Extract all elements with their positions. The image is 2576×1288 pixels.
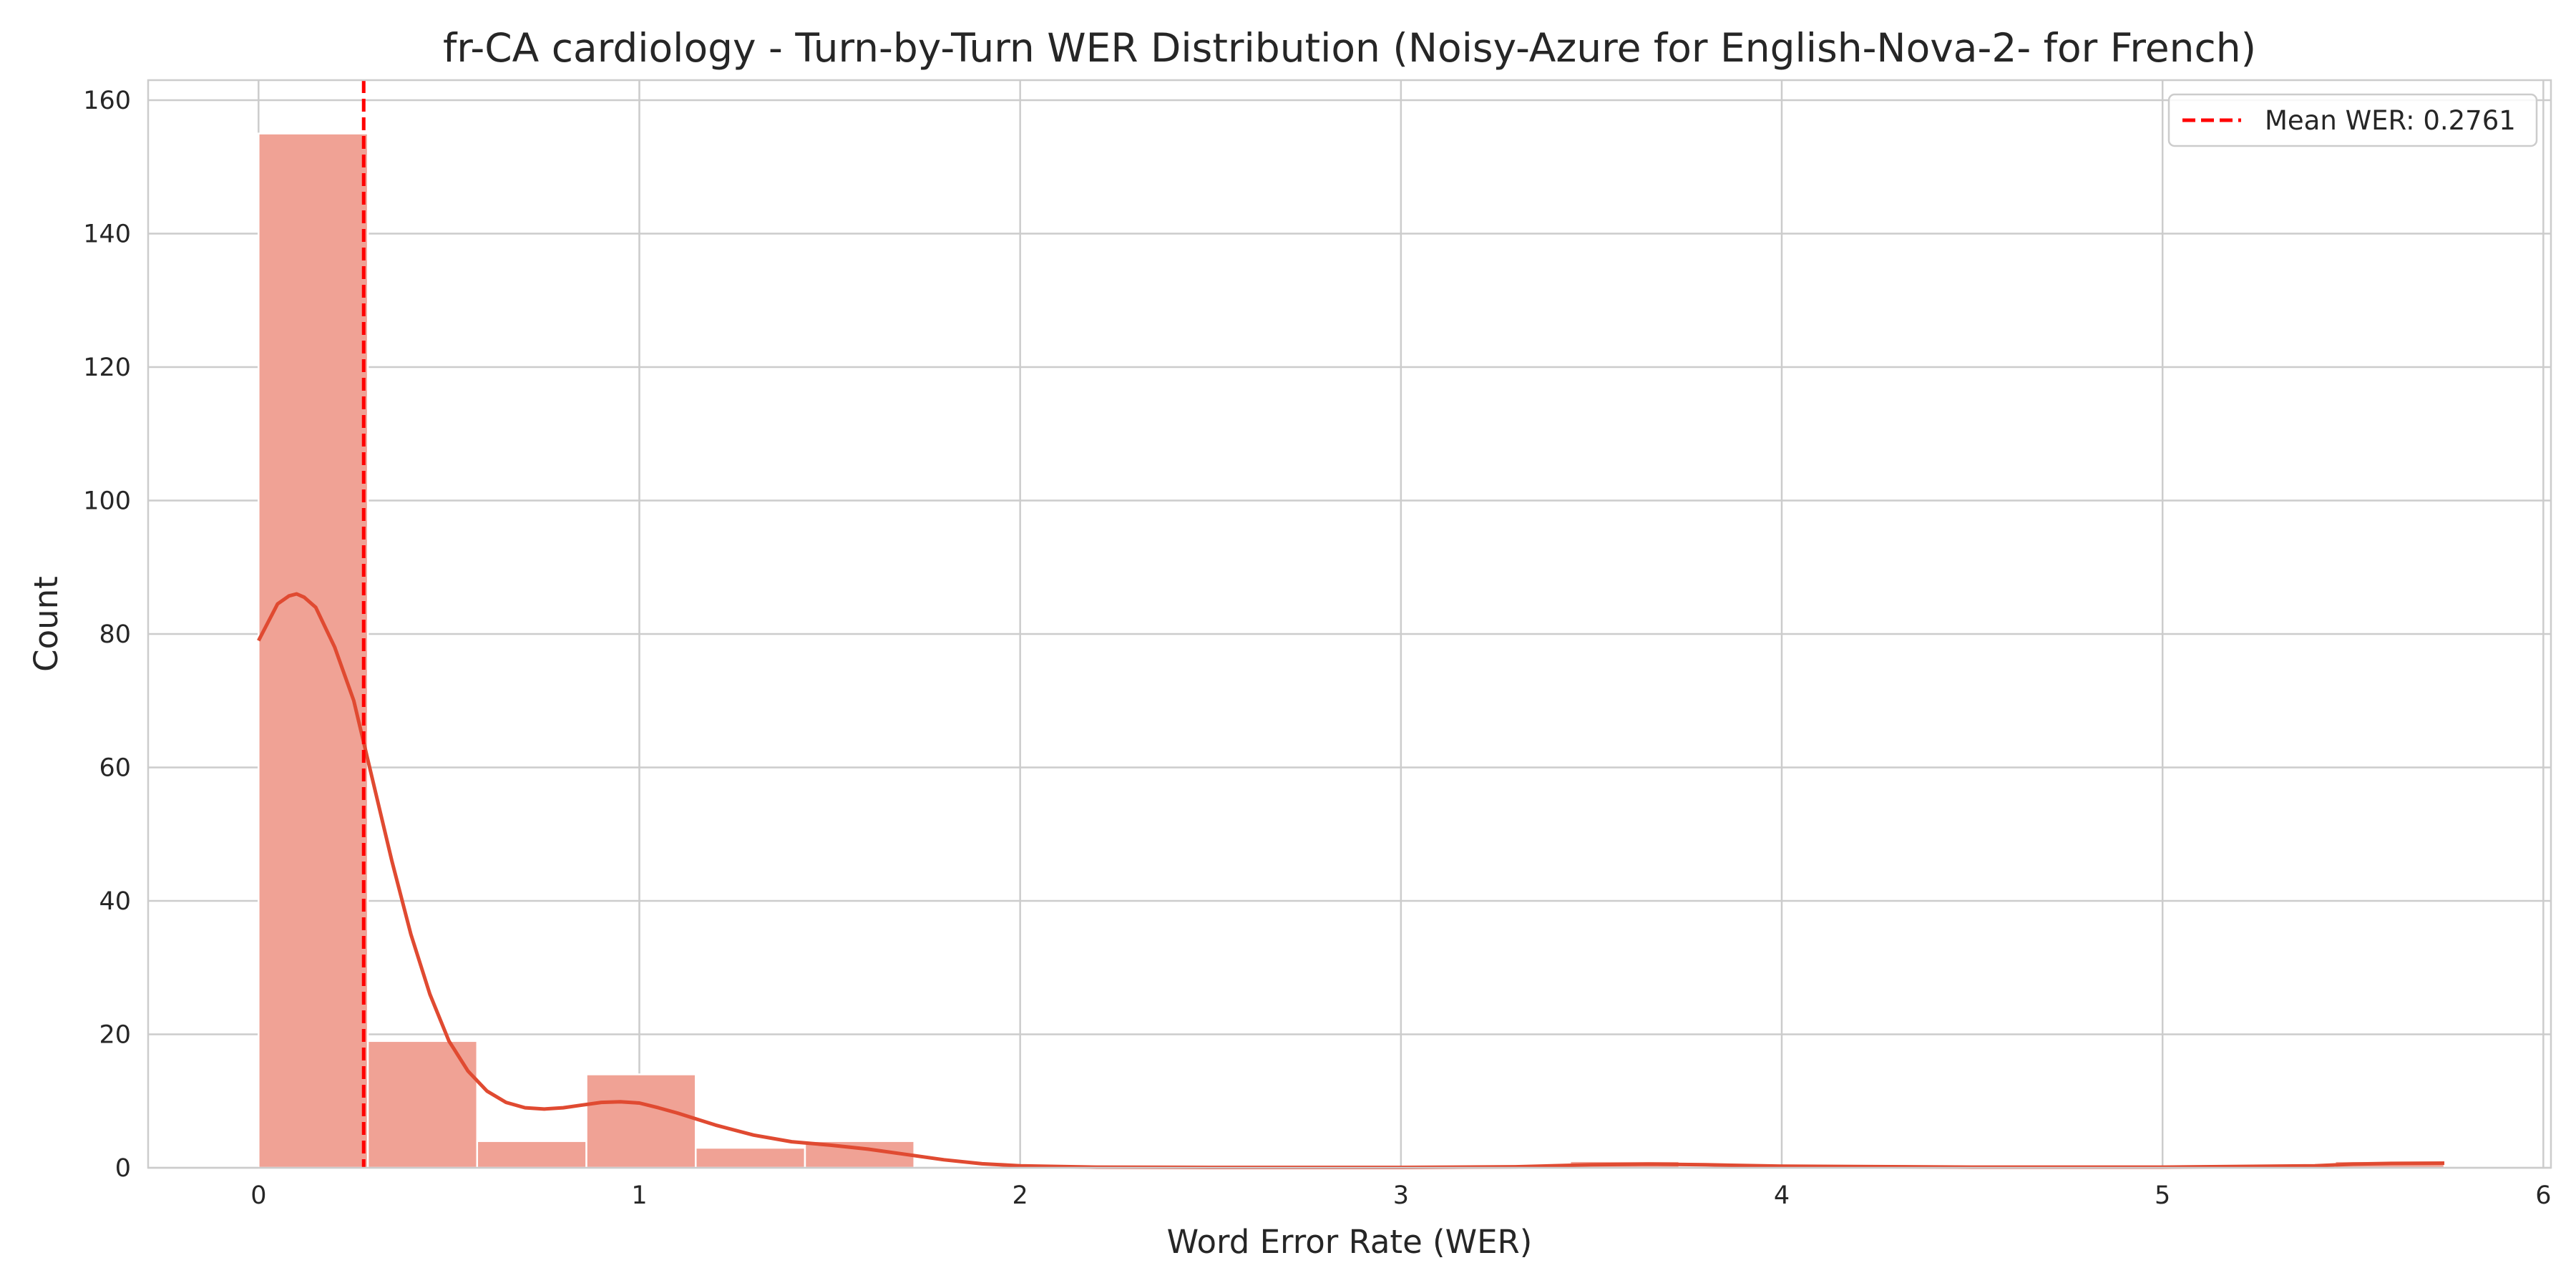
x-tick-label: 0 (250, 1181, 266, 1210)
y-tick-label: 80 (99, 620, 131, 649)
x-tick-labels: 0 1 2 3 4 5 6 (250, 1181, 2551, 1210)
y-tick-label: 0 (115, 1154, 131, 1183)
x-tick-label: 4 (1774, 1181, 1790, 1210)
gridlines (148, 80, 2551, 1169)
chart-title: fr-CA cardiology - Turn-by-Turn WER Dist… (443, 25, 2256, 71)
axes-frame (147, 79, 2552, 1169)
histogram-bar (585, 1073, 697, 1169)
x-tick-label: 3 (1393, 1181, 1409, 1210)
y-tick-labels: 0 20 40 60 80 100 120 140 160 (83, 87, 131, 1183)
y-tick-label: 100 (83, 487, 131, 515)
y-tick-label: 60 (99, 753, 131, 782)
histogram-bar (695, 1146, 806, 1169)
y-tick-label: 20 (99, 1020, 131, 1049)
y-tick-label: 140 (83, 220, 131, 248)
kde-curve (257, 592, 2445, 1169)
legend-label-mean: Mean WER: 0.2761 (2265, 105, 2516, 136)
histogram-bar (476, 1140, 587, 1169)
legend-box (2167, 93, 2538, 147)
x-tick-label: 6 (2535, 1181, 2551, 1210)
x-tick-label: 1 (631, 1181, 647, 1210)
y-tick-label: 40 (99, 887, 131, 916)
plot-background (148, 80, 2551, 1168)
x-tick-label: 5 (2155, 1181, 2170, 1210)
x-tick-label: 2 (1013, 1181, 1028, 1210)
y-tick-label: 120 (83, 353, 131, 382)
legend: Mean WER: 0.2761 (2167, 93, 2538, 147)
histogram-bar (258, 132, 369, 1169)
x-axis-label: Word Error Rate (WER) (1167, 1223, 1533, 1261)
y-axis-label: Count (27, 576, 65, 672)
y-tick-label: 160 (83, 87, 131, 115)
